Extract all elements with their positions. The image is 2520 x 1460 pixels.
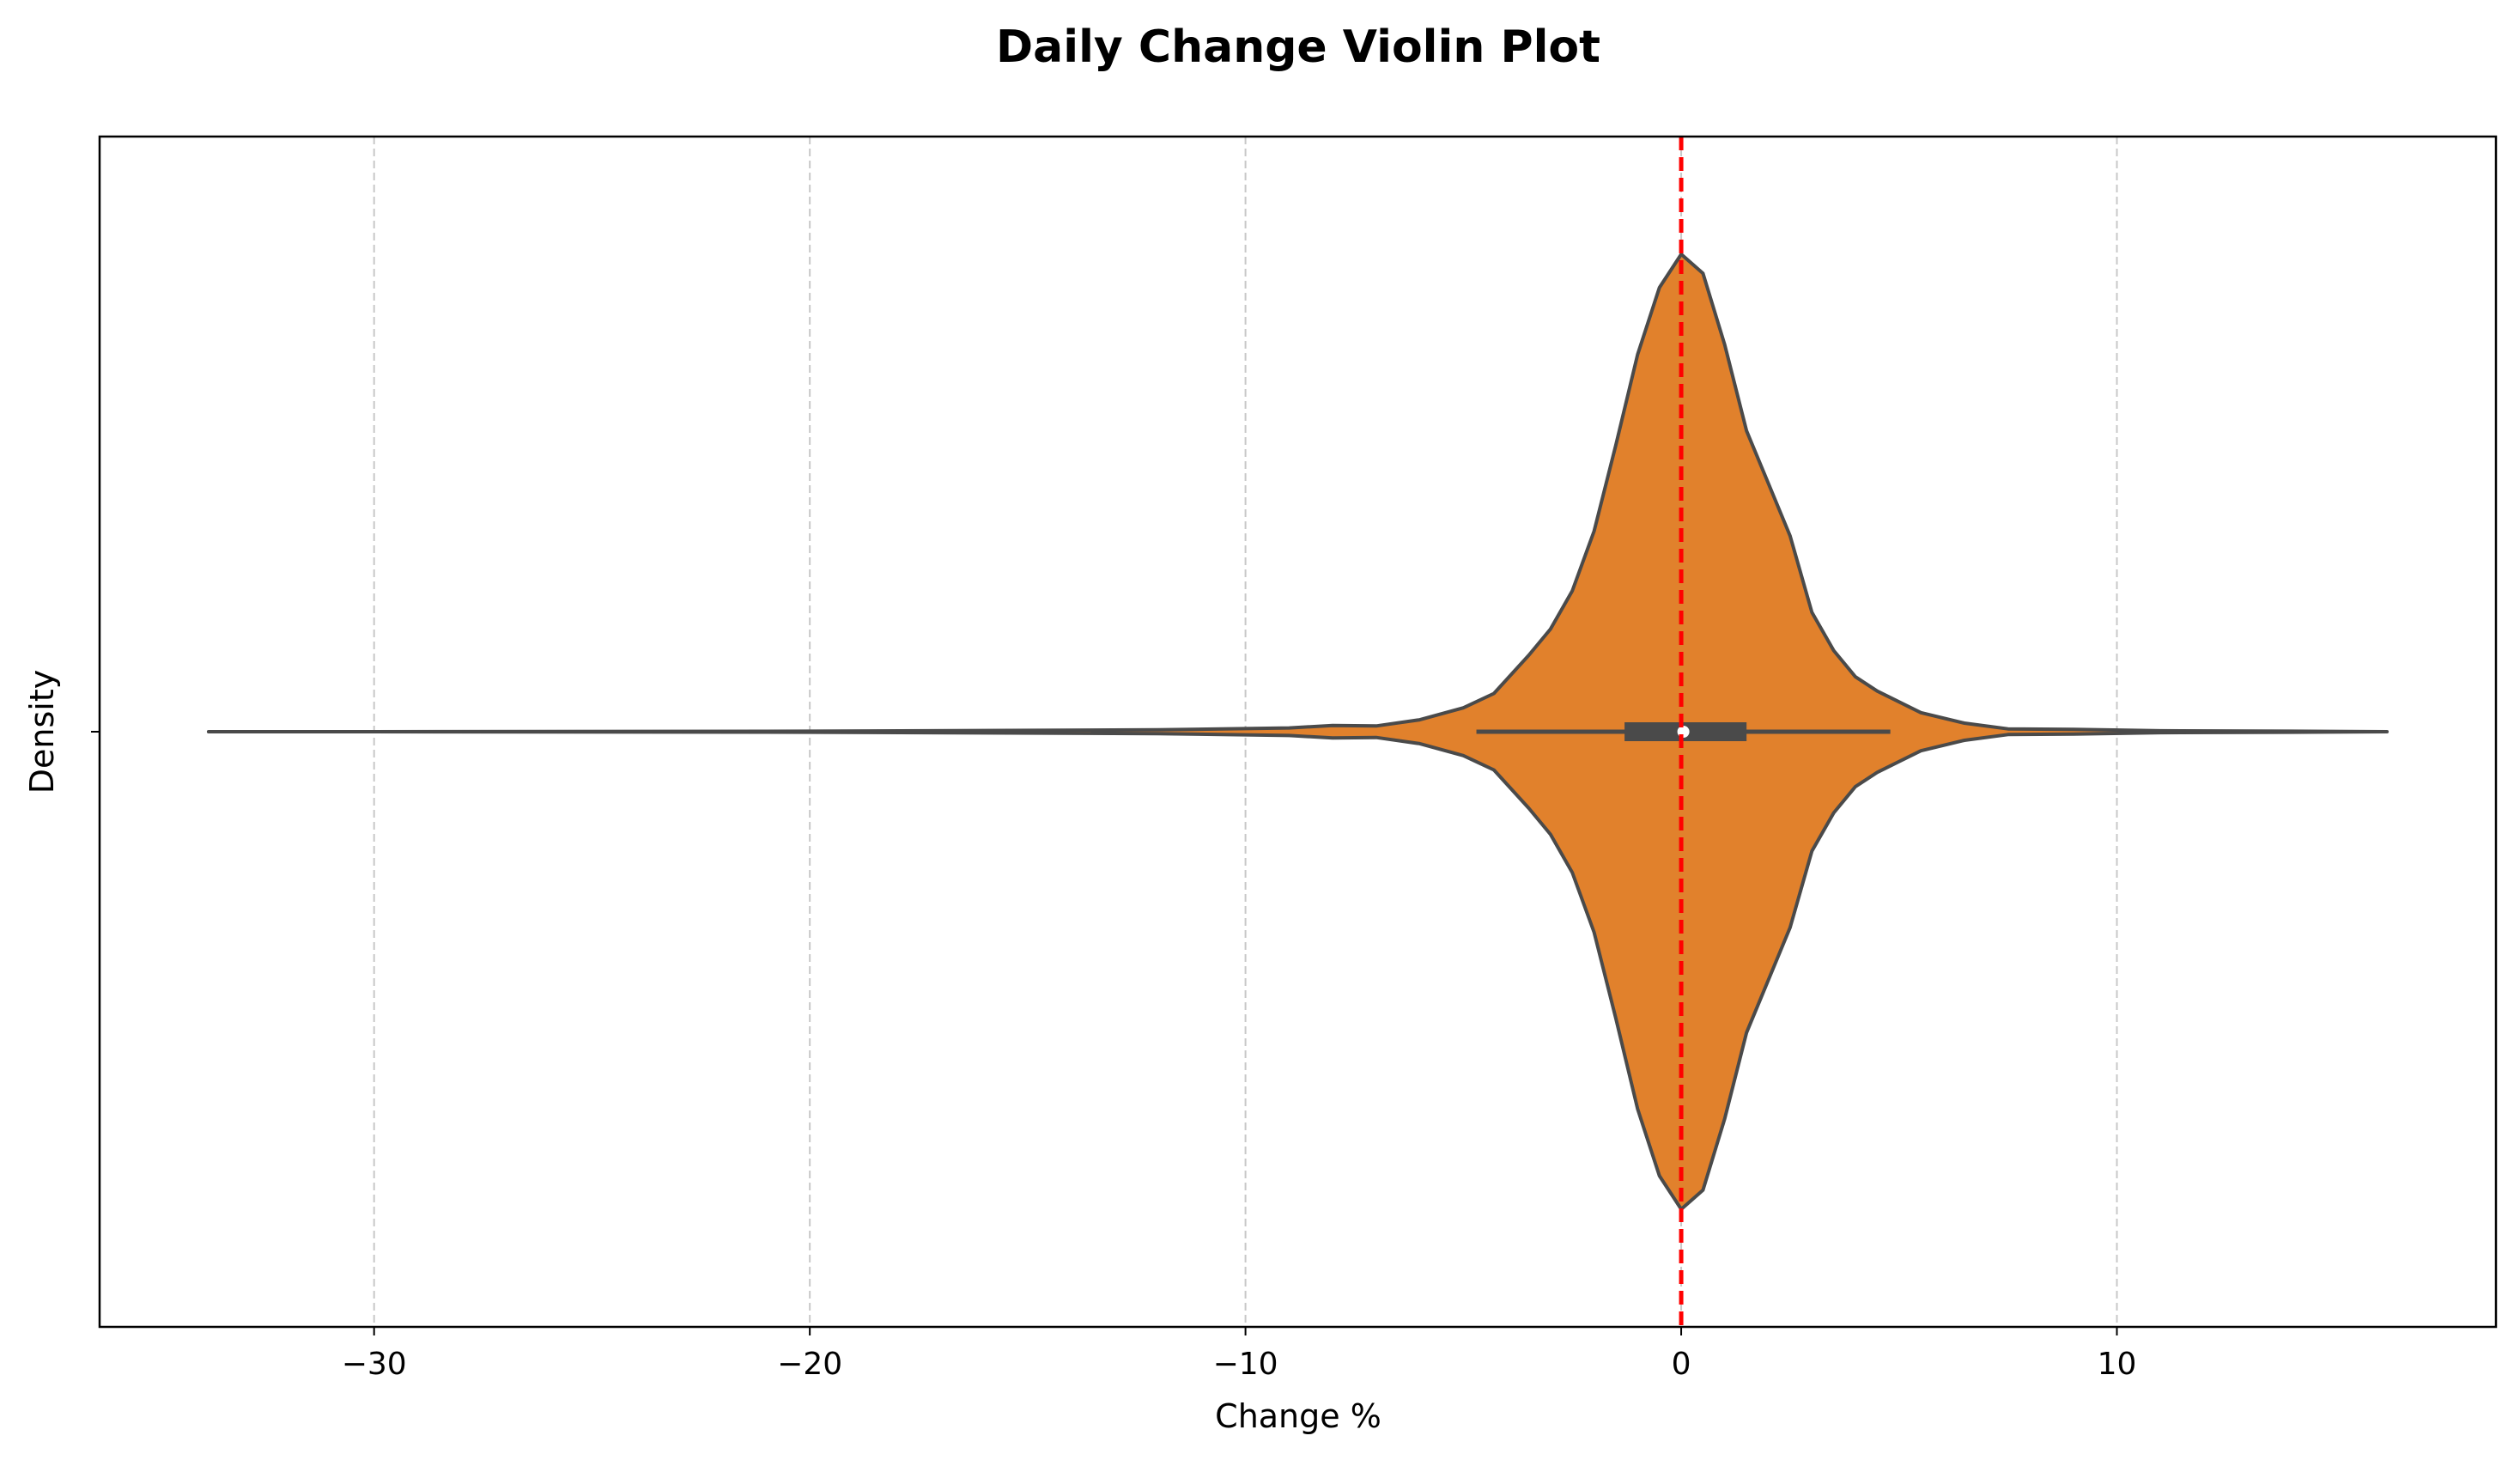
violin-layer — [206, 252, 2389, 1211]
x-tick-label: −10 — [1213, 1347, 1278, 1382]
box-layer — [1476, 722, 1891, 741]
x-tick-label: −20 — [777, 1347, 842, 1382]
chart-title: Daily Change Violin Plot — [996, 21, 1600, 73]
x-axis-label: Change % — [1215, 1397, 1381, 1435]
y-axis-label: Density — [23, 670, 61, 794]
x-tick-label: −30 — [342, 1347, 407, 1382]
violin-body — [206, 252, 2389, 1211]
x-tick-label: 0 — [1672, 1347, 1691, 1382]
x-tick-label: 10 — [2098, 1347, 2137, 1382]
x-tick-layer: −30 −20 −10 0 10 — [342, 1327, 2137, 1382]
